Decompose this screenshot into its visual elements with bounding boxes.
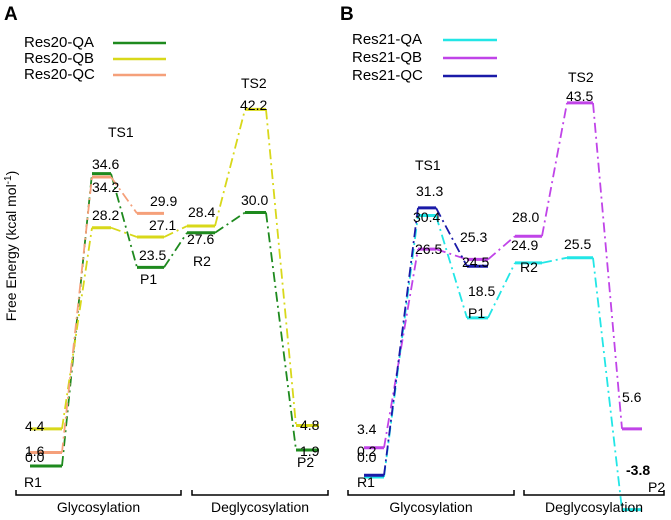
value-label: 27.6 bbox=[187, 231, 214, 247]
state-label-r1: R1 bbox=[24, 474, 42, 490]
connector-res21-qa-3 bbox=[541, 256, 568, 264]
value-label: 1.6 bbox=[25, 443, 45, 459]
state-label-ts1: TS1 bbox=[108, 124, 134, 140]
connector-res20-qa-2 bbox=[163, 232, 188, 268]
legend-label-res21-qb: Res21-QB bbox=[352, 49, 422, 66]
connector-res21-qc-1 bbox=[435, 207, 468, 267]
connector-res21-qb-1 bbox=[435, 248, 468, 261]
phase-label-deglycosylation: Deglycosylation bbox=[545, 499, 643, 515]
value-label: 25.3 bbox=[460, 229, 487, 245]
value-label: 28.0 bbox=[512, 209, 539, 225]
panel-b-letter: B bbox=[340, 4, 354, 25]
value-label: 18.5 bbox=[468, 283, 495, 299]
phase-bracket-glycosylation bbox=[347, 490, 515, 496]
value-label: 29.9 bbox=[150, 193, 177, 209]
value-label: 26.5 bbox=[415, 241, 442, 257]
value-label: 0.0 bbox=[25, 449, 45, 465]
value-label: 28.4 bbox=[188, 204, 215, 220]
value-label: 1.9 bbox=[300, 443, 320, 459]
connector-res21-qa-4 bbox=[592, 257, 623, 510]
connector-res20-qc-0 bbox=[61, 176, 93, 453]
connector-res20-qa-0 bbox=[61, 173, 93, 467]
value-label: 28.2 bbox=[92, 207, 119, 223]
value-label: 4.8 bbox=[300, 417, 320, 433]
y-axis-label: Free Energy (kcal mol-1) bbox=[3, 171, 20, 322]
state-label-ts2: TS2 bbox=[241, 75, 267, 91]
legend-label-res20-qc: Res20-QC bbox=[24, 66, 95, 83]
value-label: 0.0 bbox=[357, 449, 377, 465]
value-label: 34.2 bbox=[92, 179, 119, 195]
legend-label-res21-qc: Res21-QC bbox=[352, 67, 423, 84]
connector-res20-qc-1 bbox=[110, 176, 138, 214]
value-label: -3.8 bbox=[626, 462, 650, 478]
connector-res20-qb-3 bbox=[214, 109, 246, 227]
value-label: 25.5 bbox=[564, 236, 591, 252]
legend-label-res21-qa: Res21-QA bbox=[352, 31, 422, 48]
state-label-r2: R2 bbox=[193, 253, 211, 269]
connector-res21-qc-0 bbox=[383, 207, 419, 476]
value-label: 30.4 bbox=[413, 209, 440, 225]
state-label-p2: P2 bbox=[648, 479, 665, 495]
value-label: 23.5 bbox=[139, 247, 166, 263]
state-label-p2: P2 bbox=[297, 454, 314, 470]
connector-res20-qb-0 bbox=[61, 227, 93, 429]
value-label: 30.0 bbox=[241, 192, 268, 208]
panel-a-letter: A bbox=[4, 4, 18, 25]
connector-res21-qb-4 bbox=[592, 102, 623, 429]
phase-label-glycosylation: Glycosylation bbox=[389, 499, 472, 515]
state-label-ts2: TS2 bbox=[568, 69, 594, 85]
connector-res21-qb-3 bbox=[541, 102, 568, 237]
value-label: 34.6 bbox=[92, 156, 119, 172]
state-label-p1: P1 bbox=[468, 305, 485, 321]
connector-res20-qa-1 bbox=[110, 173, 138, 268]
connector-res21-qb-2 bbox=[487, 235, 516, 261]
value-label: 4.4 bbox=[25, 418, 45, 434]
phase-bracket-glycosylation bbox=[15, 490, 182, 496]
state-label-r1: R1 bbox=[357, 474, 375, 490]
phase-bracket-deglycosylation bbox=[191, 490, 329, 496]
legend-label-res20-qb: Res20-QB bbox=[24, 50, 94, 67]
value-label: 24.9 bbox=[511, 237, 538, 253]
value-label: 3.4 bbox=[357, 421, 377, 437]
value-label: 42.2 bbox=[240, 97, 267, 113]
value-label: 27.1 bbox=[149, 217, 176, 233]
phase-bracket-deglycosylation bbox=[523, 490, 665, 496]
phase-label-glycosylation: Glycosylation bbox=[57, 499, 140, 515]
value-label: 24.5 bbox=[462, 254, 489, 270]
connector-res20-qb-1 bbox=[110, 226, 138, 238]
connector-res20-qb-4 bbox=[265, 109, 297, 426]
state-label-r2: R2 bbox=[520, 259, 538, 275]
value-label: 0.2 bbox=[357, 443, 377, 459]
value-label: 5.6 bbox=[622, 389, 642, 405]
value-label: 31.3 bbox=[416, 183, 443, 199]
connector-res21-qa-1 bbox=[435, 215, 468, 319]
legend-label-res20-qa: Res20-QA bbox=[24, 34, 94, 51]
phase-label-deglycosylation: Deglycosylation bbox=[211, 499, 309, 515]
value-label: 43.5 bbox=[566, 88, 593, 104]
connector-res20-qa-4 bbox=[265, 212, 297, 451]
connector-res20-qa-3 bbox=[214, 211, 246, 234]
connector-res20-qb-2 bbox=[163, 225, 188, 238]
state-label-ts1: TS1 bbox=[415, 157, 441, 173]
state-label-p1: P1 bbox=[140, 271, 157, 287]
